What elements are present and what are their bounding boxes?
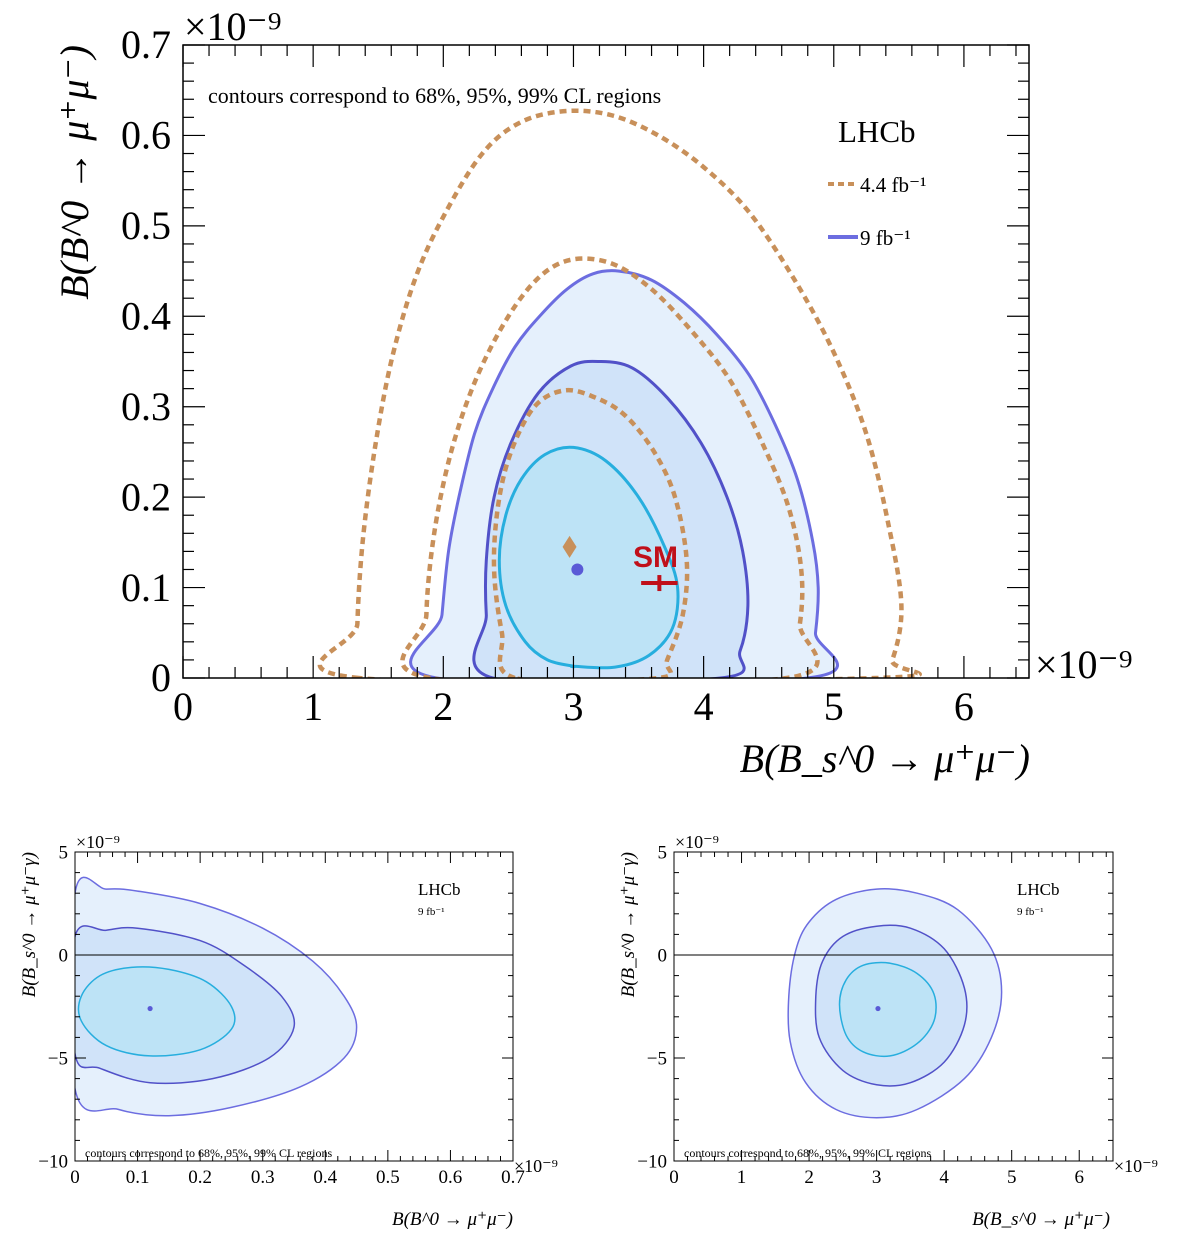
y-tick-label: 0.6 [121, 113, 171, 158]
bottom-left-annotation: contours correspond to 68%, 95%, 99% CL … [85, 1146, 333, 1160]
bottom-right-x-axis-label: B(B_s^0 → μ⁺μ⁻) [972, 1209, 1110, 1230]
x-tick-label: 0.5 [376, 1167, 400, 1188]
bottom-right-y-axis-label: B(B_s^0 → μ⁺μ⁻γ) [618, 852, 639, 997]
x-tick-label: 2 [804, 1167, 814, 1188]
contour-fill-68 [499, 447, 679, 668]
main-sm-label: SM [633, 541, 678, 574]
contour-9fb-99 [409, 269, 839, 678]
bottom-right-plot-area [674, 888, 1113, 1119]
bottom-right-x-exponent: ×10⁻⁹ [1114, 1156, 1158, 1176]
x-tick-label: 4 [939, 1167, 949, 1188]
x-tick-label: 0.4 [313, 1167, 337, 1188]
y-tick-label: 0.7 [121, 22, 171, 67]
main-plot: 0 1 2 3 4 5 6 0 0.1 0.2 0.3 0.4 0.5 0.6 0.7 contours c… [52, 4, 1133, 781]
bottom-right-plot: 0 1 2 3 4 5 6 −10 −5 0 5 contours correspond to 68… [618, 832, 1158, 1230]
y-tick-label: 0.3 [121, 384, 171, 429]
main-y-exponent: ×10⁻⁹ [184, 4, 282, 49]
main-plot-area [317, 108, 922, 678]
contour-9fb-95 [814, 924, 968, 1087]
x-tick-label: 0.7 [501, 1167, 525, 1188]
best-fit-point [875, 1005, 881, 1012]
x-tick-label: 5 [1007, 1167, 1017, 1188]
x-tick-label: 1 [737, 1167, 747, 1188]
bottom-right-annotation: contours correspond to 68%, 95%, 99% CL … [684, 1146, 932, 1160]
best-fit-9fb-point [571, 563, 584, 576]
main-experiment-label: LHCb [838, 114, 916, 149]
bottom-left-experiment-label: LHCb [418, 880, 461, 899]
x-tick-label: 0.2 [188, 1167, 212, 1188]
main-ticks: 0 1 2 3 4 5 6 0 0.1 0.2 0.3 0.4 0.5 0.6 0.7 [121, 22, 1029, 729]
contour-9fb-68 [77, 966, 236, 1057]
x-tick-label: 3 [872, 1167, 882, 1188]
y-tick-label: 0.4 [121, 293, 171, 338]
x-tick-label: 3 [563, 684, 583, 729]
x-tick-label: 6 [954, 684, 974, 729]
y-tick-label: 5 [59, 842, 69, 863]
x-tick-label: 1 [303, 684, 323, 729]
bottom-right-luminosity: 9 fb⁻¹ [1017, 906, 1044, 918]
bottom-right-ticks: 0 1 2 3 4 5 6 −10 −5 0 5 [637, 842, 1113, 1188]
x-tick-label: 0 [173, 684, 193, 729]
contour-9fb-95 [472, 359, 750, 678]
contour-9fb-95 [75, 925, 296, 1085]
y-tick-label: 0.1 [121, 565, 171, 610]
x-tick-label: 4 [694, 684, 714, 729]
legend-label-4p4fb: 4.4 fb⁻¹ [860, 173, 926, 197]
x-tick-label: 0.1 [126, 1167, 150, 1188]
main-x-axis-label: B(B_s^0 → μ⁺μ⁻) [740, 736, 1030, 781]
bottom-left-x-axis-label: B(B^0 → μ⁺μ⁻) [392, 1209, 513, 1230]
bottom-left-y-exponent: ×10⁻⁹ [76, 832, 120, 852]
main-legend: 4.4 fb⁻¹ 9 fb⁻¹ [828, 173, 926, 250]
contour-fill-68 [78, 966, 235, 1057]
contour-9fb-68 [838, 961, 937, 1058]
bottom-left-plot: 0 0.1 0.2 0.3 0.4 0.5 0.6 0.7 −10 −5 0 5 contours c… [19, 832, 558, 1230]
bottom-left-plot-area [75, 876, 513, 1117]
contour-9fb-68 [497, 445, 680, 670]
y-tick-label: 0 [658, 945, 668, 966]
x-tick-label: 0.3 [251, 1167, 275, 1188]
y-tick-label: −5 [48, 1048, 68, 1069]
y-tick-label: 0.2 [121, 474, 171, 519]
main-x-exponent: ×10⁻⁹ [1035, 642, 1133, 687]
y-tick-label: −5 [647, 1048, 667, 1069]
contour-4p4fb-99 [317, 108, 922, 678]
y-tick-label: −10 [38, 1151, 68, 1172]
best-fit-4p4fb-point [562, 535, 577, 558]
y-tick-label: 0 [59, 945, 69, 966]
contour-fill-68 [839, 962, 937, 1057]
bottom-left-ticks: 0 0.1 0.2 0.3 0.4 0.5 0.6 0.7 −10 −5 0 5 [38, 842, 525, 1188]
x-tick-label: 0.6 [439, 1167, 463, 1188]
main-frame [182, 44, 1030, 679]
bottom-left-frame [74, 851, 514, 1162]
x-tick-label: 0 [669, 1167, 679, 1188]
bottom-right-y-exponent: ×10⁻⁹ [675, 832, 719, 852]
y-tick-label: 5 [658, 842, 668, 863]
contour-9fb-99 [787, 888, 1003, 1119]
x-tick-label: 0 [70, 1167, 80, 1188]
x-tick-label: 2 [433, 684, 453, 729]
contour-9fb-99 [75, 876, 358, 1117]
bottom-left-x-exponent: ×10⁻⁹ [514, 1156, 558, 1176]
contour-4p4fb-68 [491, 387, 690, 678]
bottom-left-y-axis-label: B(B_s^0 → μ⁺μ⁻γ) [19, 852, 40, 997]
y-tick-label: −10 [637, 1151, 667, 1172]
x-tick-label: 5 [824, 684, 844, 729]
bottom-right-experiment-label: LHCb [1017, 880, 1060, 899]
y-tick-label: 0.5 [121, 203, 171, 248]
y-tick-label: 0 [151, 655, 171, 700]
x-tick-label: 6 [1074, 1167, 1084, 1188]
legend-label-9fb: 9 fb⁻¹ [860, 226, 911, 250]
main-annotation: contours correspond to 68%, 95%, 99% CL … [208, 83, 661, 108]
main-y-axis-label: B(B^0 → μ⁺μ⁻) [52, 45, 97, 300]
best-fit-point [147, 1005, 153, 1012]
bottom-right-frame [673, 851, 1114, 1162]
bottom-left-luminosity: 9 fb⁻¹ [418, 906, 445, 918]
